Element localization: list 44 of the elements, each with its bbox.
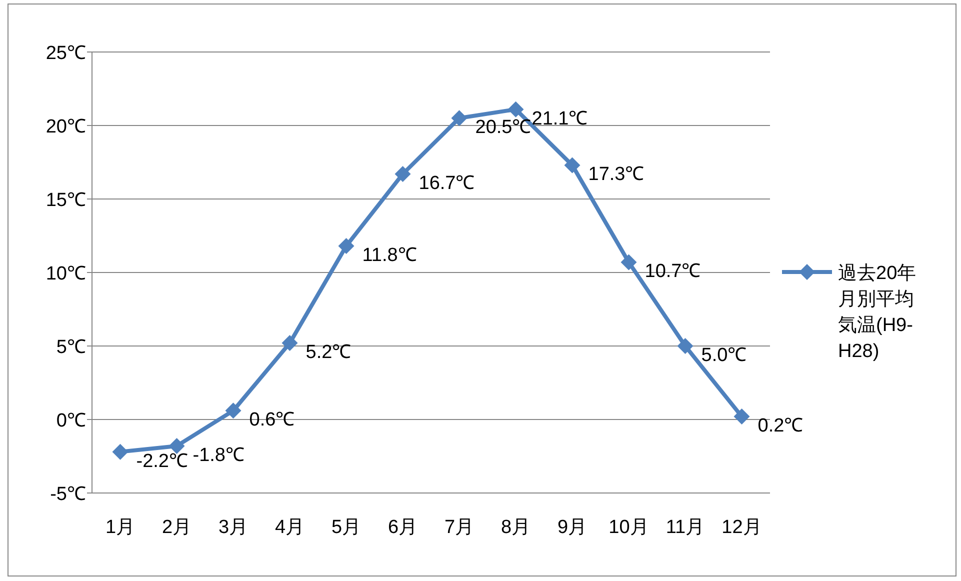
point [508,101,524,118]
data-label: 16.7℃ [418,173,475,194]
x-tick-label: 7月 [444,517,474,538]
data-label: 21.1℃ [532,108,588,130]
y-tick-label: 25℃ [46,43,86,64]
point [677,338,694,354]
data-label: -1.8℃ [192,444,244,466]
point [168,438,185,454]
x-tick-label: 9月 [557,517,588,538]
y-tick-label: 15℃ [46,190,86,211]
point [282,335,298,352]
point [620,254,637,270]
point [112,444,128,460]
y-tick-label: -5℃ [50,484,86,505]
point [734,408,750,425]
data-label: 5.2℃ [306,342,352,364]
x-tick-label: 3月 [218,517,248,538]
x-tick-label: 11月 [666,517,705,538]
data-label: 20.5℃ [475,117,532,138]
data-label: 0.2℃ [758,416,804,437]
data-label: 0.6℃ [249,410,295,431]
point [394,166,411,182]
x-tick-label: 8月 [500,517,531,538]
point [225,402,242,419]
point [338,238,354,254]
data-label: 11.8℃ [362,245,417,266]
data-label: -2.2℃ [136,450,188,472]
data-label: 5.0℃ [701,345,747,366]
data-label: 10.7℃ [644,261,701,282]
x-tick-label: 6月 [388,517,418,538]
y-tick-label: 0℃ [56,410,86,432]
legend-label: 過去20年月別平均気温(H9-H28) [838,263,916,362]
point [451,110,468,126]
x-tick-label: 2月 [162,517,192,538]
x-tick-label: 10月 [608,517,649,538]
y-tick-label: 20℃ [46,116,86,138]
y-tick-label: 10℃ [46,264,86,284]
x-tick-label: 4月 [274,517,305,538]
x-tick-label: 1月 [105,517,136,538]
y-tick-label: 5℃ [56,337,86,358]
x-tick-label: 12月 [722,517,762,538]
data-label: 17.3℃ [588,164,644,186]
point [564,157,580,174]
x-tick-label: 5月 [331,517,362,538]
